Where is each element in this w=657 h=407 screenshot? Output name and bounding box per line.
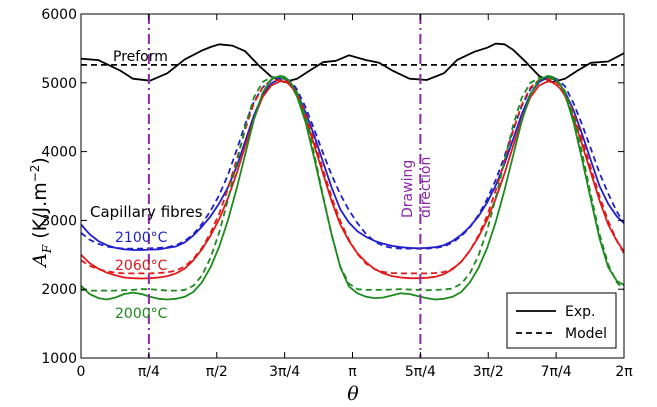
y-tick-label: 4000 bbox=[41, 145, 77, 161]
axes: 0 π/4 π/2 3π/4 π 5π/4 3π/2 7π/4 2π 1000 2000 3000 40… bbox=[41, 7, 633, 380]
series-line-2060-c-model bbox=[81, 78, 624, 275]
legend-model-label: Model bbox=[565, 326, 607, 342]
x-tick-label: π bbox=[348, 364, 357, 380]
x-tick-label: 0 bbox=[77, 364, 86, 380]
x-tick-label: 2π bbox=[615, 364, 633, 380]
x-axis-label: θ bbox=[347, 383, 359, 405]
label-2060: 2060°C bbox=[115, 258, 168, 274]
x-tick-label: 5π/4 bbox=[405, 364, 436, 380]
preform-annotation: Preform bbox=[113, 49, 168, 65]
series-line-2000-c-exp bbox=[81, 75, 624, 301]
capillary-annotation: Capillary fibres bbox=[90, 203, 203, 221]
drawing-direction-line1: Drawing bbox=[400, 160, 416, 218]
drawing-direction-line2: direction bbox=[418, 157, 434, 218]
x-tick-label: 7π/4 bbox=[541, 364, 572, 380]
y-tick-label: 1000 bbox=[41, 351, 77, 367]
legend-exp-label: Exp. bbox=[565, 304, 595, 320]
x-tick-label: π/2 bbox=[206, 364, 228, 380]
y-tick-label: 6000 bbox=[41, 7, 77, 23]
y-label-subscript: F bbox=[40, 244, 54, 254]
series-line-2100-c-model bbox=[81, 76, 624, 250]
x-tick-label: 3π/4 bbox=[269, 364, 300, 380]
series-line-2100-c-exp bbox=[81, 76, 624, 251]
y-label-symbol: A bbox=[29, 253, 51, 269]
y-tick-label: 3000 bbox=[41, 213, 77, 229]
x-tick-label: π/4 bbox=[138, 364, 160, 380]
x-tick-label: 3π/2 bbox=[473, 364, 504, 380]
y-tick-label: 5000 bbox=[41, 76, 77, 92]
y-label-close: ) bbox=[29, 157, 51, 164]
svg-text:AF (K/J.m−2): AF (K/J.m−2) bbox=[28, 157, 54, 269]
legend: Exp. Model bbox=[506, 292, 617, 349]
y-tick-label: 2000 bbox=[41, 282, 77, 298]
y-label-exponent: −2 bbox=[28, 165, 42, 183]
y-label-unit: (K/J.m bbox=[29, 182, 51, 244]
series-line-preform-exp bbox=[81, 42, 624, 83]
label-2000: 2000°C bbox=[115, 306, 168, 322]
y-axis-label: AF (K/J.m−2) bbox=[28, 157, 54, 269]
legend-box bbox=[506, 292, 617, 349]
plot-area bbox=[81, 14, 624, 358]
label-2100: 2100°C bbox=[115, 230, 168, 246]
